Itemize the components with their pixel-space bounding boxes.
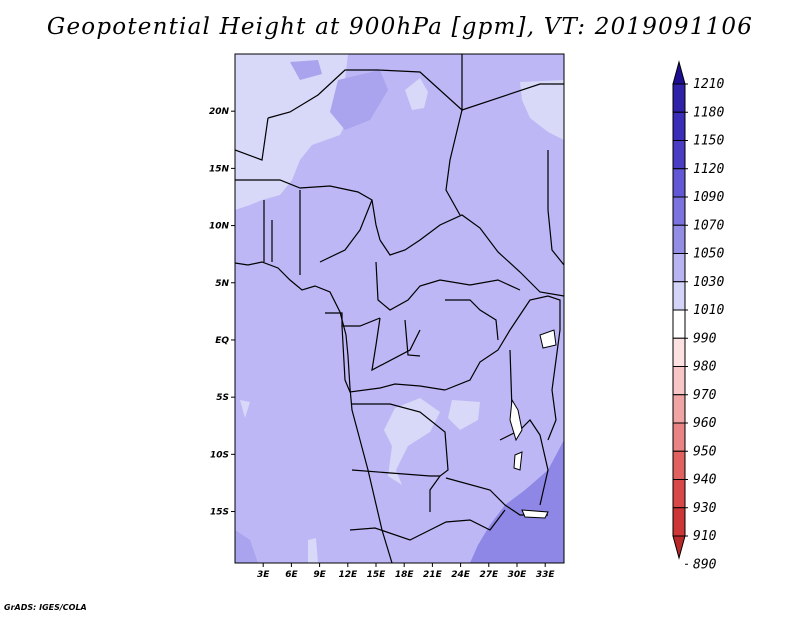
colorbar-swatch xyxy=(672,111,686,141)
colorbar-swatch xyxy=(672,422,686,452)
colorbar-label: 960 xyxy=(693,416,717,431)
colorbar-label: 910 xyxy=(693,529,717,544)
colorbar-label: 940 xyxy=(693,473,717,488)
lon-tick-label: 3E xyxy=(257,570,270,580)
colorbar-swatch xyxy=(672,450,686,480)
lat-tick-label: 10N xyxy=(209,222,230,232)
colorbar-swatch xyxy=(672,309,686,339)
grads-credit: GrADS: IGES/COLA xyxy=(4,603,87,612)
colorbar-label: 980 xyxy=(693,360,717,375)
colorbar-swatch xyxy=(672,507,686,537)
lon-tick-label: 6E xyxy=(285,570,298,580)
map-frame xyxy=(234,53,565,564)
colorbar-label: 1030 xyxy=(693,275,724,290)
darker-height-patch-niger xyxy=(290,60,322,80)
colorbar-top-arrow xyxy=(672,60,686,85)
colorbar-swatch xyxy=(672,479,686,509)
lat-tick-label: 5S xyxy=(216,393,229,403)
colorbar-label: 890 xyxy=(693,557,717,572)
longitude-axis: 3E 6E 9E 12E 15E 18E 21E 24E 27E 30E 33E xyxy=(257,563,555,580)
colorbar-swatch xyxy=(672,281,686,311)
colorbar-swatch xyxy=(672,337,686,367)
lat-tick-label: 20N xyxy=(209,107,230,117)
country-borders xyxy=(235,54,564,563)
darker-height-patch-north xyxy=(330,70,388,130)
colorbar-label: 1070 xyxy=(693,218,724,233)
colorbar-label: 1050 xyxy=(693,247,724,262)
latitude-axis: 20N 15N 10N 5N EQ 5S 10S 15S xyxy=(209,107,235,518)
colorbar-label: 1090 xyxy=(693,190,724,205)
colorbar: 1210 1180 1150 1120 1090 1070 1050 1030 1010 990 9… xyxy=(672,60,724,572)
colorbar-label: 970 xyxy=(693,388,717,403)
lon-tick-label: 18E xyxy=(395,570,415,580)
lighter-height-patch-chad xyxy=(405,78,428,110)
colorbar-label: 1210 xyxy=(693,77,724,92)
colorbar-label: 1120 xyxy=(693,162,724,177)
lat-tick-label: 15N xyxy=(209,164,230,174)
lighter-height-region-northeast xyxy=(520,80,564,140)
colorbar-label: 990 xyxy=(693,331,717,346)
lon-tick-label: 30E xyxy=(508,570,528,580)
lighter-height-region-sahara xyxy=(235,54,352,210)
colorbar-label: 1180 xyxy=(693,105,724,120)
lat-tick-label: 5N xyxy=(215,279,229,289)
colorbar-swatch xyxy=(672,366,686,396)
lat-tick-label: EQ xyxy=(215,336,229,346)
lon-tick-label: 21E xyxy=(423,570,443,580)
map-title: Geopotential Height at 900hPa [gpm], VT:… xyxy=(46,14,754,40)
lighter-height-patch-angola xyxy=(384,398,440,485)
lon-tick-label: 12E xyxy=(338,570,358,580)
dark-height-region-southeast xyxy=(470,440,564,563)
colorbar-swatch xyxy=(672,253,686,283)
lon-tick-label: 15E xyxy=(367,570,387,580)
colorbar-swatch xyxy=(672,83,686,113)
colorbar-label: 930 xyxy=(693,501,717,516)
colorbar-swatch xyxy=(672,196,686,226)
lat-tick-label: 15S xyxy=(210,508,229,518)
map-panel xyxy=(234,53,565,564)
lighter-height-patch-zambia xyxy=(448,400,480,430)
lat-tick-label: 10S xyxy=(210,450,229,460)
lon-tick-label: 33E xyxy=(536,570,556,580)
colorbar-label: 950 xyxy=(693,444,717,459)
colorbar-label: 1150 xyxy=(693,134,724,149)
colorbar-swatch xyxy=(672,224,686,254)
lon-tick-label: 9E xyxy=(313,570,326,580)
dark-height-region-southwest-corner xyxy=(235,530,258,563)
colorbar-swatch xyxy=(672,168,686,198)
colorbar-swatch xyxy=(672,140,686,170)
colorbar-bottom-arrow xyxy=(672,535,686,560)
lighter-height-patch-sw xyxy=(240,400,250,418)
lakes xyxy=(509,329,557,519)
light-height-patch-south xyxy=(308,538,318,563)
lon-tick-label: 24E xyxy=(451,570,471,580)
colorbar-swatch xyxy=(672,394,686,424)
colorbar-label: 1010 xyxy=(693,303,724,318)
lon-tick-label: 27E xyxy=(479,570,499,580)
